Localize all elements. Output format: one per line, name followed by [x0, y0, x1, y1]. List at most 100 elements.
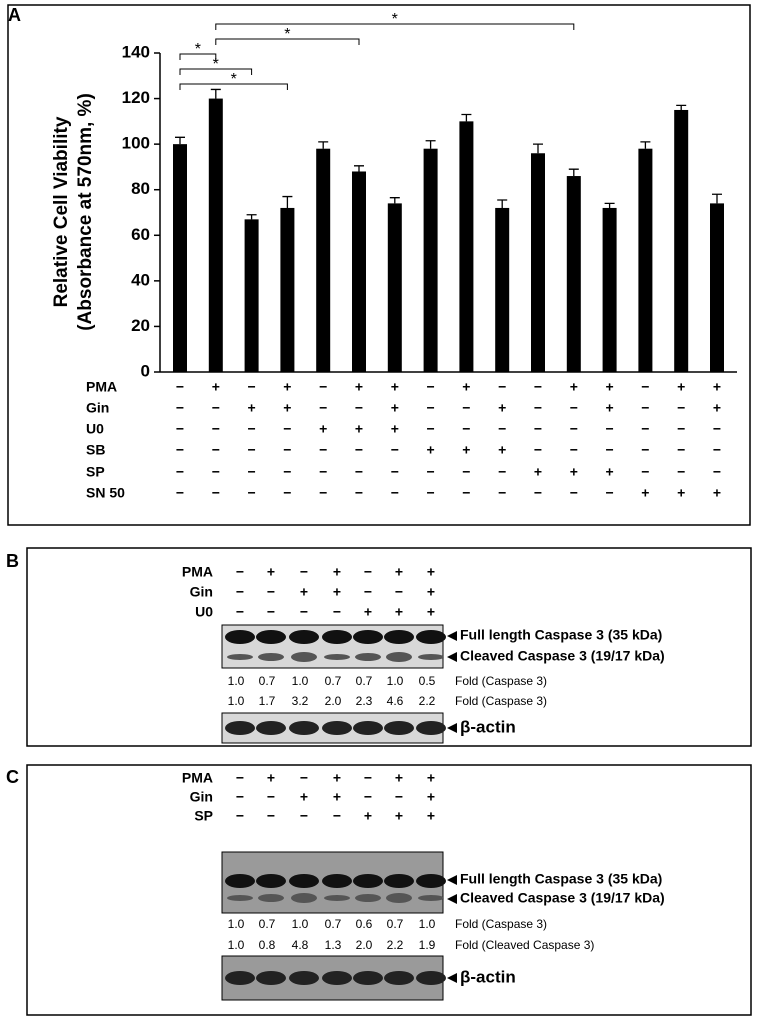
fold-value: 0.7: [259, 674, 276, 688]
fold-value: 1.9: [419, 938, 436, 952]
treatment-sign: +: [427, 564, 435, 580]
treatment-sign: −: [300, 808, 308, 824]
fold-value: 1.3: [325, 938, 342, 952]
treatment-sign: +: [498, 442, 506, 458]
arrow: [447, 631, 457, 641]
treatment-sign: −: [570, 442, 578, 458]
bar: [638, 148, 653, 372]
band: [322, 630, 352, 644]
y-tick-label: 20: [131, 316, 150, 335]
band: [324, 654, 350, 660]
treatment-sign: −: [212, 485, 220, 501]
treatment-sign: −: [391, 442, 399, 458]
band: [355, 894, 381, 902]
bar: [244, 219, 259, 372]
band: [416, 721, 446, 735]
fold-value: 0.7: [325, 917, 342, 931]
y-axis-title: (Absorbance at 570nm, %): [75, 93, 96, 331]
band: [256, 630, 286, 644]
treatment-sign: −: [391, 485, 399, 501]
fold-value: 1.0: [419, 917, 436, 931]
band: [416, 630, 446, 644]
band: [225, 874, 255, 888]
treatment-sign: −: [462, 421, 470, 437]
treatment-sign: −: [570, 421, 578, 437]
treatment-sign: +: [395, 770, 403, 786]
bar: [459, 121, 474, 372]
treatment-sign: −: [283, 442, 291, 458]
bar: [280, 207, 295, 372]
treatment-sign: −: [713, 421, 721, 437]
bar: [352, 171, 366, 372]
band: [225, 971, 255, 985]
treatment-sign: −: [333, 604, 341, 620]
band: [353, 721, 383, 735]
treatment-sign: +: [427, 584, 435, 600]
arrow: [447, 875, 457, 885]
error-bar: [175, 136, 185, 145]
treatment-sign: +: [395, 604, 403, 620]
treatment-sign: −: [534, 379, 542, 395]
band: [225, 630, 255, 644]
band: [227, 654, 253, 660]
treatment-sign: −: [677, 400, 685, 416]
treatment-label: Gin: [86, 400, 109, 416]
treatment-sign: +: [391, 379, 399, 395]
bar: [566, 176, 581, 372]
fold-value: 0.7: [259, 917, 276, 931]
band: [324, 895, 350, 901]
band: [353, 874, 383, 888]
fold-value: 1.0: [228, 917, 245, 931]
treatment-sign: −: [236, 770, 244, 786]
fold-value: 0.8: [259, 938, 276, 952]
treatment-sign: +: [391, 421, 399, 437]
treatment-sign: +: [641, 485, 649, 501]
treatment-sign: +: [606, 379, 614, 395]
treatment-label: Gin: [190, 789, 213, 805]
treatment-sign: −: [248, 379, 256, 395]
treatment-label: PMA: [86, 379, 117, 395]
treatment-sign: −: [498, 379, 506, 395]
band: [418, 895, 444, 901]
treatment-sign: −: [641, 442, 649, 458]
fold-value: 0.5: [419, 674, 436, 688]
treatment-sign: −: [534, 442, 542, 458]
fold-label: Fold (Cleaved Caspase 3): [455, 938, 594, 952]
treatment-sign: +: [606, 464, 614, 480]
panel-label: C: [6, 767, 19, 787]
treatment-label: SP: [86, 464, 105, 480]
treatment-sign: +: [333, 770, 341, 786]
treatment-sign: −: [364, 564, 372, 580]
treatment-sign: −: [677, 421, 685, 437]
treatment-sign: −: [364, 584, 372, 600]
treatment-sign: +: [606, 400, 614, 416]
band: [291, 893, 317, 903]
band: [289, 874, 319, 888]
treatment-sign: +: [319, 421, 327, 437]
band: [256, 721, 286, 735]
band: [322, 721, 352, 735]
significance-bracket: [179, 53, 217, 60]
treatment-sign: −: [267, 808, 275, 824]
error-bar: [246, 214, 257, 220]
bar: [387, 203, 402, 372]
band: [322, 874, 352, 888]
treatment-sign: +: [248, 400, 256, 416]
fold-label: Fold (Caspase 3): [455, 694, 547, 708]
treatment-sign: +: [300, 789, 308, 805]
significance-bracket: [179, 83, 288, 90]
treatment-sign: −: [462, 464, 470, 480]
panel-a-frame: [7, 4, 751, 526]
treatment-sign: −: [333, 808, 341, 824]
treatment-sign: +: [283, 400, 291, 416]
panel-label: A: [8, 5, 21, 25]
band: [289, 630, 319, 644]
treatment-sign: −: [641, 379, 649, 395]
band: [256, 874, 286, 888]
treatment-sign: +: [427, 789, 435, 805]
treatment-sign: −: [300, 604, 308, 620]
error-bar: [461, 113, 472, 122]
treatment-sign: −: [391, 464, 399, 480]
